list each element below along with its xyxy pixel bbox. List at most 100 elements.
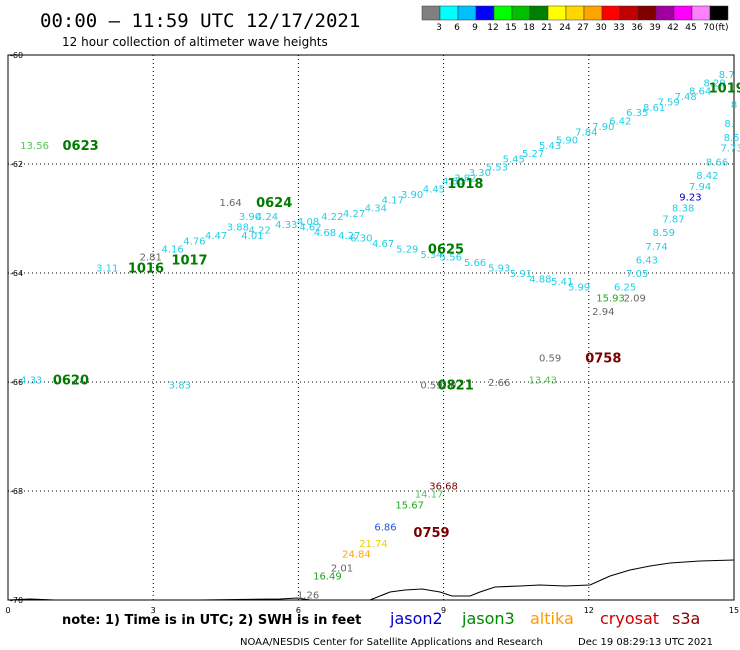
legend-tick-label: 15	[505, 23, 516, 33]
legend-tick-label: 12	[487, 23, 498, 33]
wave-height-point: 4.45	[423, 185, 445, 196]
wave-height-point: 4.47	[205, 231, 227, 242]
legend-swatch	[619, 5, 639, 21]
pass-time-label: 0625	[428, 242, 464, 257]
wave-height-point: 2.01	[331, 563, 353, 574]
wave-height-point: 7.74	[645, 242, 667, 253]
legend-swatch	[673, 5, 693, 21]
wave-height-point: 3.88	[227, 223, 249, 234]
wave-height-point: 8.	[724, 119, 734, 130]
wave-height-point: 4.88	[529, 274, 551, 285]
wave-height-legend: 3 6 9 12 15 18 21 24 27 30 33 36 39 42 45 70	[421, 5, 729, 33]
legend-swatch	[637, 5, 657, 21]
pass-time-label: 0623	[63, 139, 99, 154]
legend-swatch	[709, 5, 729, 21]
wave-height-point: 4.08	[297, 217, 319, 228]
wave-height-point: 5.34	[420, 250, 442, 261]
wave-height-point: 3.90	[401, 190, 423, 201]
wave-height-point: 13.56	[20, 141, 49, 152]
wave-height-point: 5.90	[556, 135, 578, 146]
wave-height-point: 5.53	[486, 163, 508, 174]
wave-height-point: 0.59	[539, 353, 561, 364]
wave-height-point: 4.34	[365, 204, 387, 215]
wave-height-point: 8.66	[706, 157, 728, 168]
satellite-label-s3a: s3a	[672, 609, 700, 628]
legend-swatch	[457, 5, 477, 21]
pass-time-label: 0759	[413, 526, 449, 541]
legend-swatch	[421, 5, 441, 21]
wave-height-point: 16.49	[313, 571, 342, 582]
legend-swatch	[691, 5, 711, 21]
footer-note: note: 1) Time is in UTC; 2) SWH is in fe…	[62, 613, 361, 628]
wave-height-point: 6.35	[626, 108, 648, 119]
wave-height-point: 4.76	[183, 236, 205, 247]
wave-height-point: 8.7	[719, 70, 735, 81]
legend-tick-label: 39	[649, 23, 661, 33]
legend-swatch	[475, 5, 495, 21]
wave-height-point: 7.90	[592, 122, 614, 133]
satellite-label-jason3: jason3	[461, 609, 515, 628]
x-tick-label: 3	[151, 606, 156, 615]
pass-time-label: 1017	[171, 253, 207, 268]
pass-time-label: 0620	[53, 373, 89, 388]
legend-swatch	[511, 5, 531, 21]
wave-height-point: 4.01	[241, 231, 263, 242]
wave-height-point: 15.93	[596, 294, 625, 305]
wave-height-point: 5.91	[510, 269, 532, 280]
wave-height-point: 8.61	[643, 103, 665, 114]
wave-height-point: 5.45	[503, 155, 525, 166]
wave-height-point: 6.43	[636, 255, 658, 266]
wave-height-point: 2.81	[140, 253, 162, 264]
pass-time-label: 0758	[585, 351, 621, 366]
wave-height-point: 4.27	[338, 231, 360, 242]
wave-height-point: 5.29	[396, 244, 418, 255]
legend-tick-label: 3	[436, 23, 442, 33]
plot-area: 0 3 6 9 12 15 -60 -62 -64 -66 -68 -70 13.56 4.33 3.11…	[5, 51, 740, 615]
wave-height-point: 4.22	[249, 225, 271, 236]
legend-tick-label: 42	[667, 23, 678, 33]
wave-height-point: 4.24	[256, 212, 278, 223]
wave-height-point: 6.86	[374, 522, 396, 533]
wave-height-point: 4.85	[442, 176, 464, 187]
wave-height-point: 5.41	[551, 277, 573, 288]
wave-height-point: 9.23	[679, 193, 701, 204]
chart-title: 00:00 – 11:59 UTC 12/17/2021	[40, 10, 360, 32]
legend-tick-label: 45	[685, 23, 696, 33]
grid-lines	[8, 55, 734, 600]
wave-height-point: 6.25	[614, 283, 636, 294]
wave-height-point: 7.48	[674, 92, 696, 103]
wave-height-point: 3.30	[469, 168, 491, 179]
legend-unit-label: (ft)	[715, 23, 729, 33]
legend-tick-label: 30	[595, 23, 607, 33]
wave-height-point: 1.26	[297, 591, 319, 602]
wave-height-point: 2.0	[440, 381, 456, 392]
legend-tick-label: 18	[523, 23, 535, 33]
wave-height-point: 3.90	[239, 212, 261, 223]
pass-time-label: 0624	[256, 196, 292, 211]
wave-height-point: 8.5	[724, 133, 740, 144]
wave-height-point: 0.59	[420, 381, 442, 392]
wave-height-point: 4.68	[314, 228, 336, 239]
pass-time-label: 1019	[709, 82, 740, 97]
legend-swatch	[655, 5, 675, 21]
wave-height-point: 3.82	[454, 174, 476, 185]
wave-height-point: 5.93	[488, 264, 510, 275]
y-tick-label: -68	[10, 487, 23, 496]
pass-time-label: 1016	[128, 262, 164, 277]
legend-swatch	[583, 5, 603, 21]
legend-swatch	[529, 5, 549, 21]
satellite-label-altika: altika	[530, 609, 574, 628]
wave-height-point: 24.84	[342, 550, 371, 561]
legend-swatch	[547, 5, 567, 21]
wave-height-point: 4.17	[382, 195, 404, 206]
legend-tick-label: 6	[454, 23, 460, 33]
wave-height-point: 4.27	[343, 209, 365, 220]
wave-height-point: 4.62	[299, 223, 321, 234]
wave-height-point: 5.27	[522, 149, 544, 160]
footer-credit: NOAA/NESDIS Center for Satellite Applica…	[240, 637, 543, 648]
wave-height-point: 7.84	[575, 127, 597, 138]
wave-height-point: 4.33	[20, 375, 42, 386]
x-tick-label: 0	[5, 606, 10, 615]
wave-height-point: 8.29	[704, 78, 726, 89]
